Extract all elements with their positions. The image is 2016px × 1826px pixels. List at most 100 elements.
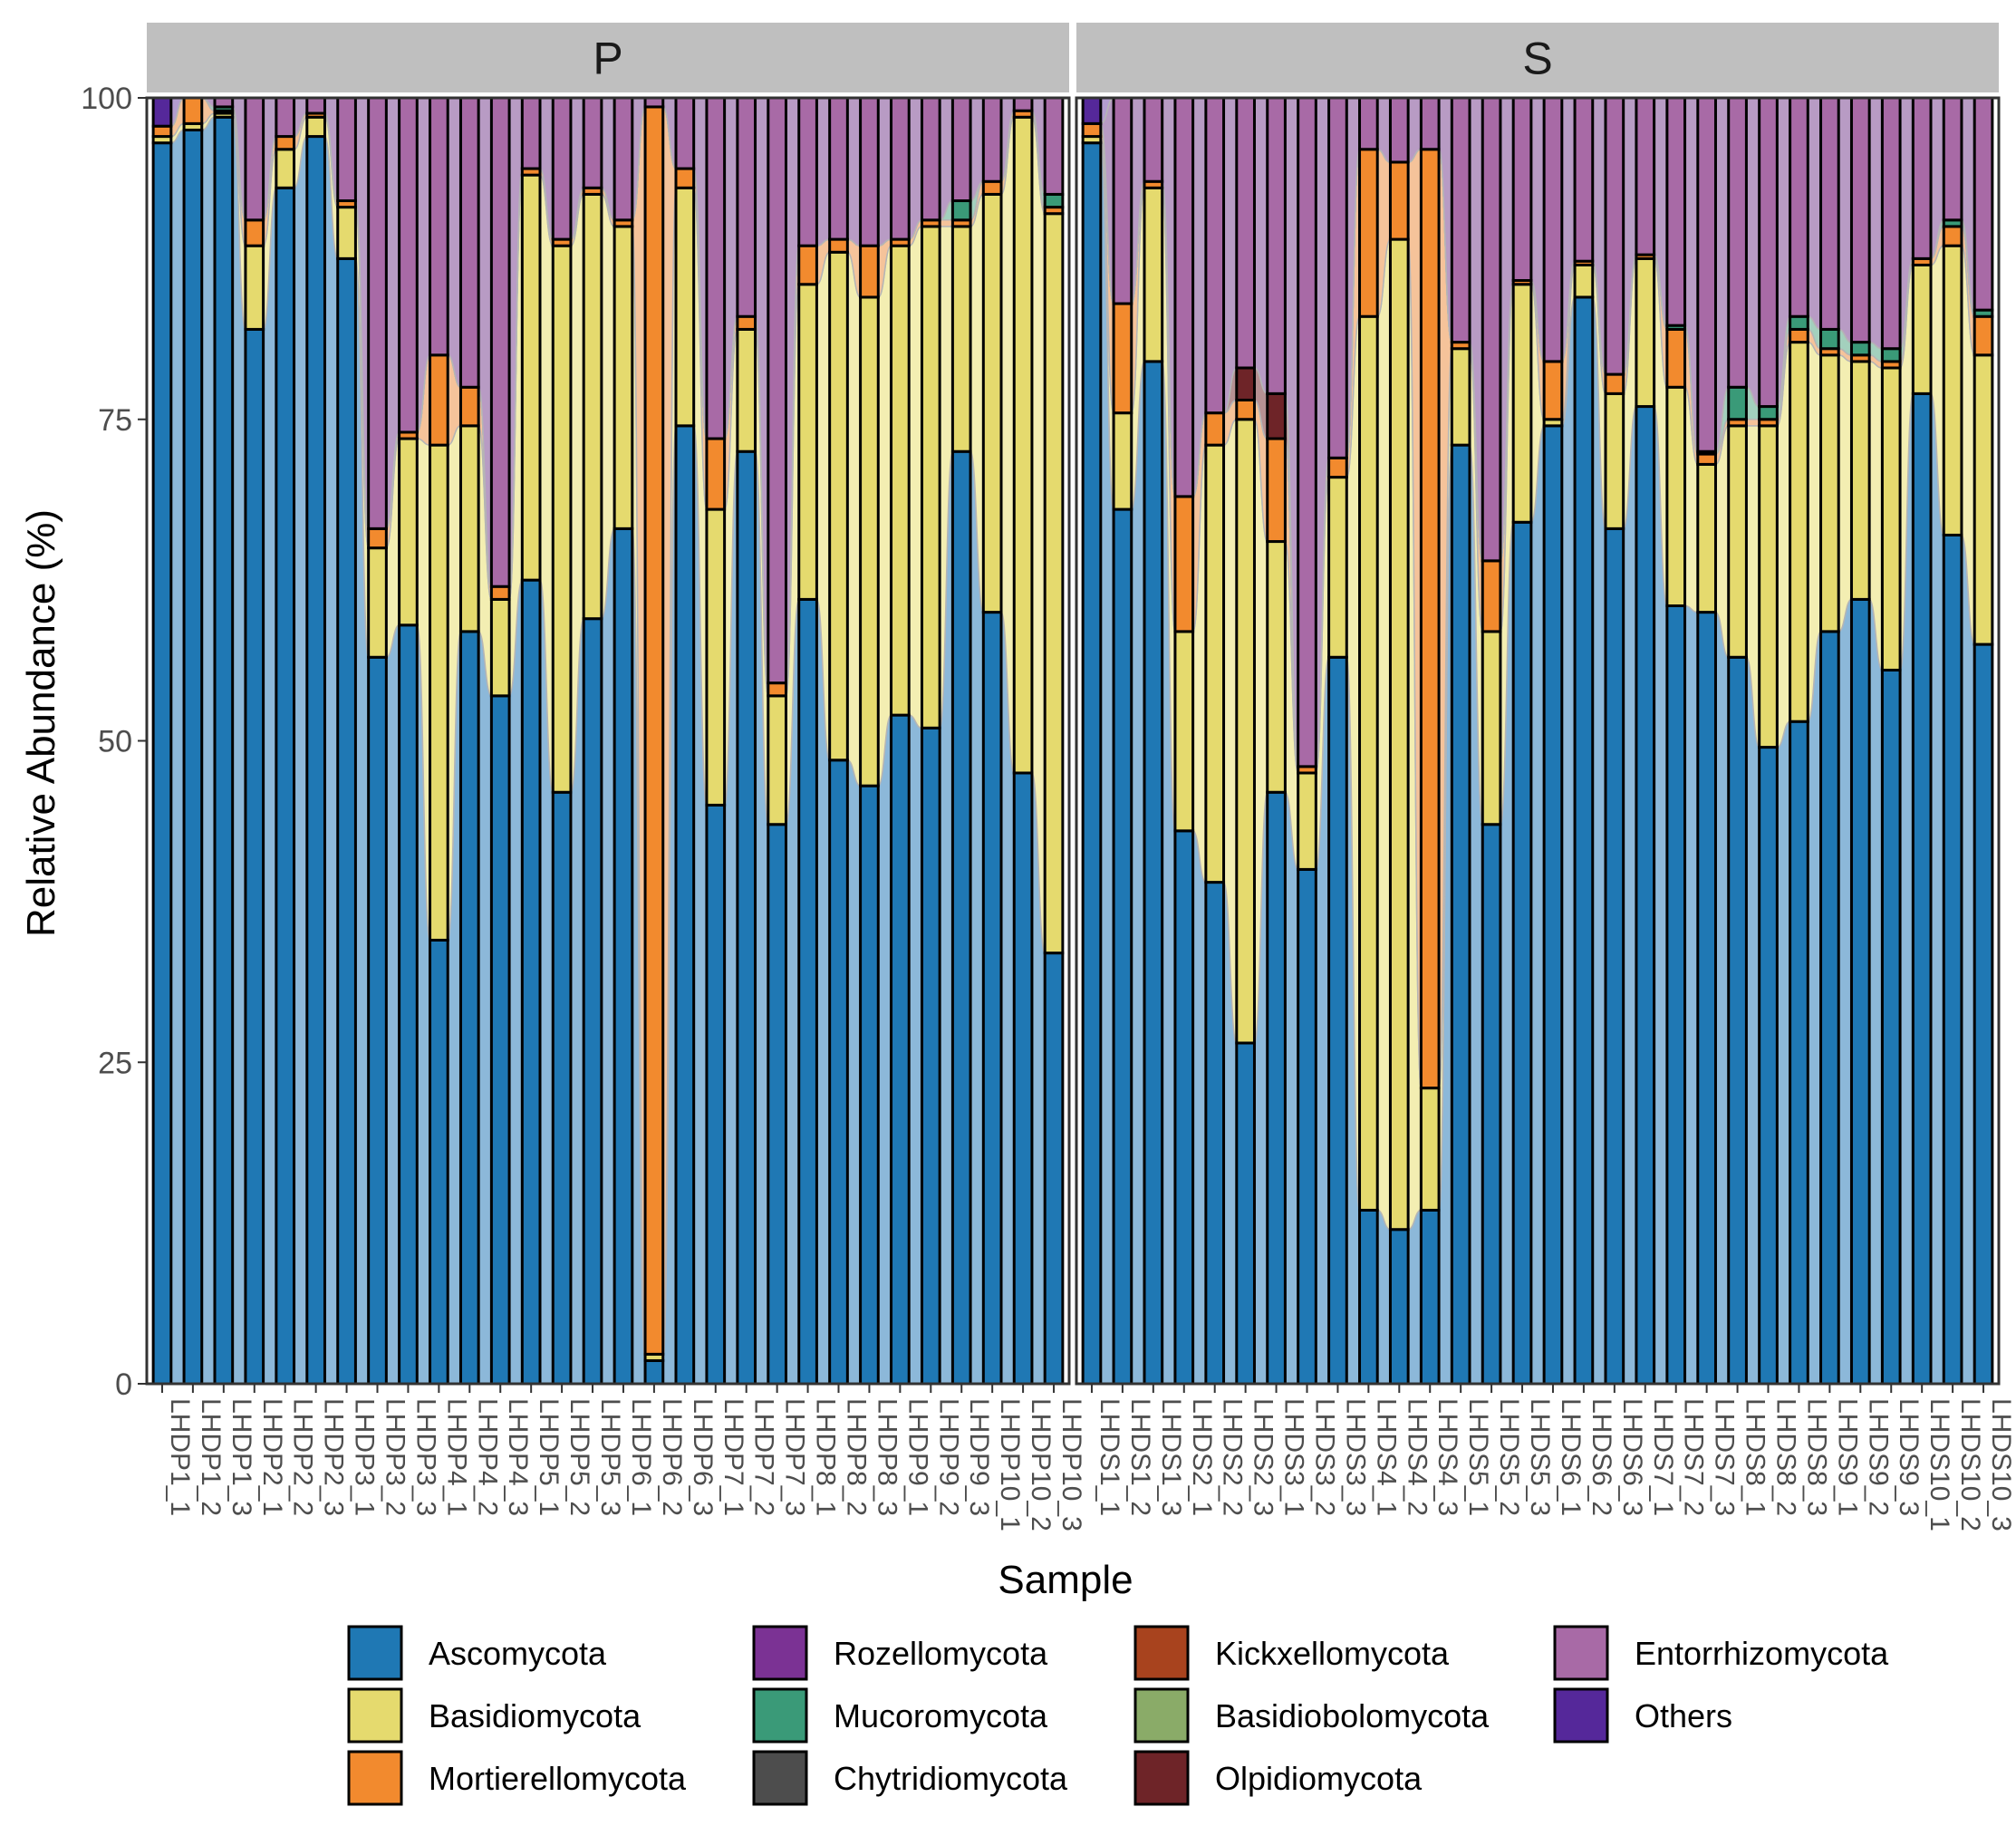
segment-mortierellomycota: [1388, 160, 1410, 241]
segment-basidiomycota: [1511, 283, 1533, 524]
x-tick-label: LHDP6_1: [626, 1398, 656, 1516]
segment-ascomycota: [1635, 405, 1656, 1386]
x-tick-label: LHDS1_1: [1095, 1398, 1124, 1516]
segment-ascomycota: [1173, 829, 1195, 1386]
segment-entorrhizomycota: [705, 96, 727, 440]
legend-swatch: [1133, 1625, 1190, 1681]
bar-LHDS2_3: [1235, 96, 1256, 1386]
legend-label: Ascomycota: [429, 1635, 607, 1672]
bar-LHDS1_2: [1112, 96, 1133, 1386]
bar-LHDP8_3: [859, 96, 880, 1386]
x-tick-label: LHDS10_3: [1986, 1398, 2016, 1531]
bar-LHDS4_2: [1388, 96, 1410, 1386]
segment-ascomycota: [1388, 1228, 1410, 1386]
x-tick-label: LHDP4_2: [472, 1398, 502, 1516]
y-axis: 0 25 50 75 100: [81, 82, 147, 1402]
x-tick-label: LHDS4_3: [1432, 1398, 1462, 1516]
bar-LHDP9_2: [920, 96, 941, 1386]
segment-others: [1081, 96, 1103, 125]
segment-entorrhizomycota: [458, 96, 480, 389]
segment-basidiomycota: [336, 206, 357, 260]
segment-ascomycota: [1511, 520, 1533, 1386]
segment-basidiomycota: [950, 225, 972, 453]
segment-entorrhizomycota: [1849, 96, 1871, 344]
segment-entorrhizomycota: [1012, 96, 1034, 112]
segment-entorrhizomycota: [613, 96, 634, 222]
segment-basidiomycota: [797, 283, 818, 601]
segment-ascomycota: [859, 784, 880, 1386]
segment-basidiomycota: [458, 424, 480, 633]
bar-LHDP1_1: [151, 96, 173, 1386]
segment-entorrhizomycota: [950, 96, 972, 203]
bar-LHDP10_3: [1043, 96, 1065, 1386]
segment-mucoromycota: [1789, 314, 1809, 331]
segment-entorrhizomycota: [1327, 96, 1348, 459]
bar-LHDP8_2: [828, 96, 849, 1386]
segment-entorrhizomycota: [1789, 96, 1809, 318]
segment-basidiomycota: [1604, 391, 1625, 530]
legend-label: Others: [1635, 1697, 1732, 1734]
x-tick-label: LHDS9_3: [1894, 1398, 1924, 1516]
segment-mortierellomycota: [981, 179, 1003, 196]
legend-swatch: [1553, 1625, 1609, 1681]
segment-basidiomycota: [1819, 353, 1840, 633]
segment-ascomycota: [213, 115, 235, 1386]
segment-entorrhizomycota: [1235, 96, 1256, 370]
segment-ascomycota: [1450, 443, 1471, 1386]
segment-mortierellomycota: [1173, 495, 1195, 633]
segment-mortierellomycota: [1973, 314, 1994, 357]
x-tick-label: LHDS3_1: [1279, 1398, 1309, 1516]
legend-swatch: [1133, 1750, 1190, 1806]
bar-LHDS7_2: [1665, 96, 1687, 1386]
y-tick-label: 25: [98, 1046, 132, 1080]
legend-swatch: [1553, 1687, 1609, 1744]
x-tick-label: LHDS5_3: [1525, 1398, 1555, 1516]
bar-LHDP7_1: [705, 96, 727, 1386]
x-tick-label: LHDS6_2: [1587, 1398, 1616, 1516]
segment-ascomycota: [1542, 424, 1564, 1386]
bars: [1081, 96, 1994, 1386]
segment-ascomycota: [151, 141, 173, 1386]
bar-LHDP2_2: [275, 96, 296, 1386]
segment-basidiomycota: [1481, 630, 1502, 826]
legend-item: Kickxellomycota: [1133, 1625, 1450, 1681]
segment-entorrhizomycota: [1911, 96, 1933, 260]
segment-ascomycota: [182, 128, 204, 1386]
bar-LHDS5_1: [1450, 96, 1471, 1386]
segment-entorrhizomycota: [1573, 96, 1595, 263]
segment-mortierellomycota: [1542, 360, 1564, 421]
segment-entorrhizomycota: [305, 96, 326, 115]
segment-ascomycota: [767, 823, 787, 1386]
segment-ascomycota: [1696, 611, 1717, 1386]
x-tick-label: LHDP3_2: [381, 1398, 410, 1516]
segment-mortierellomycota: [1358, 148, 1379, 318]
segment-ascomycota: [305, 135, 326, 1386]
segment-mucoromycota: [1758, 405, 1779, 421]
bar-LHDS8_2: [1758, 96, 1779, 1386]
x-tick-label: LHDS7_2: [1679, 1398, 1709, 1516]
segment-basidiomycota: [1789, 341, 1809, 723]
segment-ascomycota: [1043, 952, 1065, 1386]
bar-LHDP7_2: [736, 96, 757, 1386]
x-tick-label: LHDP3_1: [350, 1398, 380, 1516]
bar-LHDS3_3: [1327, 96, 1348, 1386]
bar-LHDP5_2: [551, 96, 573, 1386]
segment-entorrhizomycota: [489, 96, 511, 588]
segment-mortierellomycota: [1604, 372, 1625, 395]
segment-ascomycota: [1880, 668, 1902, 1386]
bar-LHDS1_1: [1081, 96, 1103, 1386]
segment-basidiomycota: [1112, 411, 1133, 511]
segment-ascomycota: [1819, 630, 1840, 1386]
legend-swatch: [347, 1750, 403, 1806]
legend-item: Entorrhizomycota: [1553, 1625, 1889, 1681]
segment-entorrhizomycota: [1419, 96, 1441, 151]
segment-entorrhizomycota: [1635, 96, 1656, 256]
segment-ascomycota: [336, 256, 357, 1386]
segment-mortierellomycota: [767, 681, 787, 698]
x-axis: LHDP1_1 LHDP1_2 LHDP1_3 LHDP2_1 LHDP2_2 LHDP2…: [160, 1384, 1086, 1531]
segment-ascomycota: [950, 449, 972, 1386]
x-tick-label: LHDS10_1: [1924, 1398, 1954, 1531]
segment-entorrhizomycota: [244, 96, 265, 222]
segment-basidiomycota: [736, 327, 757, 453]
